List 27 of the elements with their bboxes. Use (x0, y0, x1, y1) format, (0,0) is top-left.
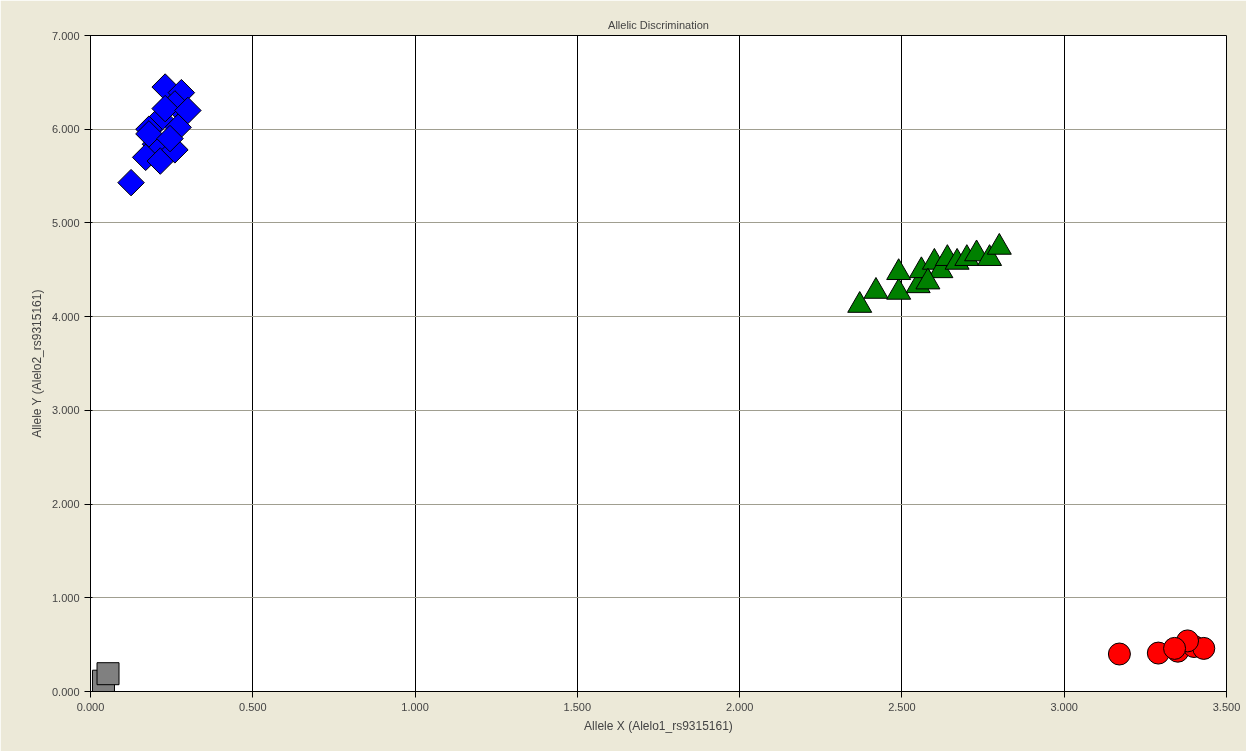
y-axis-title: Allele Y (Alelo2_rs9315161) (29, 289, 44, 438)
x-tick-label: 1.000 (401, 700, 429, 713)
y-tick-label: 1.000 (51, 591, 80, 604)
x-tick-label: 2.500 (888, 700, 916, 713)
point (146, 147, 175, 175)
y-tick-label: 0.000 (51, 685, 80, 698)
point (117, 168, 145, 197)
chart-title: Allelic Discrimination (608, 18, 709, 31)
point (96, 662, 120, 686)
y-tick-label: 5.000 (51, 216, 80, 229)
y-tick-label: 3.000 (51, 404, 80, 417)
x-tick-label: 2.000 (725, 700, 754, 713)
y-tick-label: 6.000 (51, 123, 80, 136)
point (156, 124, 184, 153)
y-tick-label: 7.000 (51, 29, 80, 42)
point (151, 94, 179, 123)
y-tick-label: 4.000 (51, 310, 80, 323)
point (135, 120, 163, 148)
x-tick-label: 0.500 (239, 700, 267, 713)
x-tick-label: 1.500 (563, 700, 592, 713)
y-tick-label: 2.000 (51, 498, 80, 511)
x-tick-label: 3.000 (1050, 700, 1078, 713)
x-axis-title: Allele X (Alelo1_rs9315161) (584, 718, 733, 733)
point (1107, 642, 1131, 666)
x-tick-label: 3.500 (1212, 700, 1241, 713)
point (174, 96, 202, 125)
x-tick-label: 0.000 (76, 700, 105, 713)
